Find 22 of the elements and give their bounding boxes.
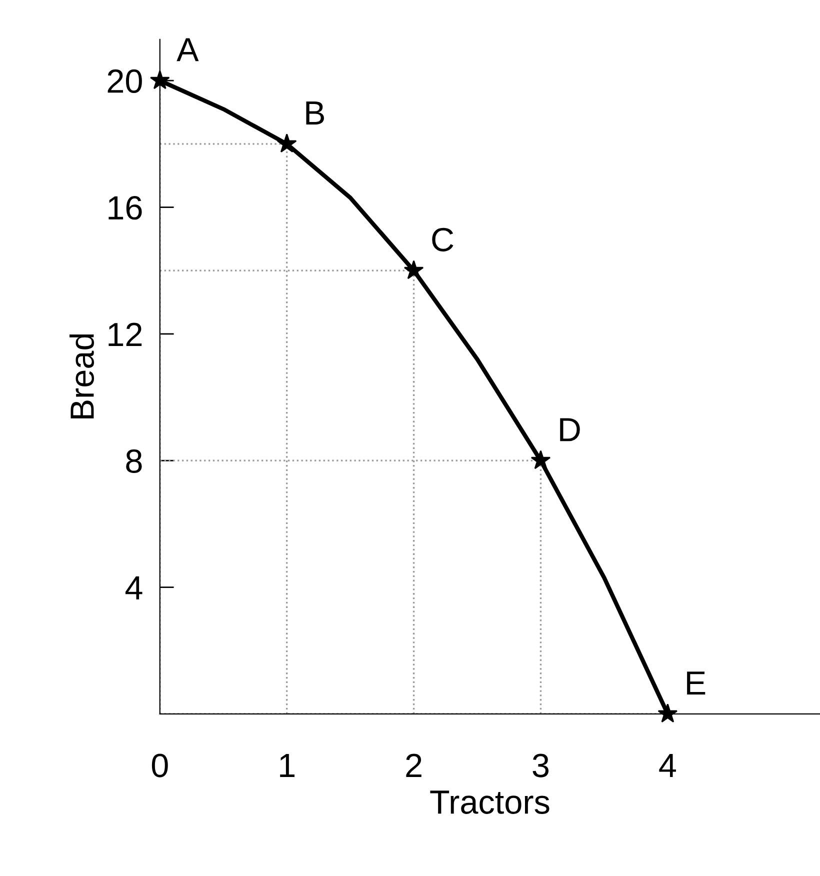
y-tick-label: 20 <box>108 69 142 93</box>
y-tick-label: 16 <box>108 196 142 220</box>
point <box>658 704 678 722</box>
point <box>150 70 170 90</box>
x-tick-label: 1 <box>280 754 294 777</box>
point <box>530 450 551 470</box>
point <box>404 260 424 280</box>
x-tick-label: 0 <box>152 754 168 778</box>
y-axis-title: Bread <box>70 334 94 418</box>
x-tick-label: 4 <box>659 754 676 777</box>
annotation: E <box>687 672 706 694</box>
x-axis-title: Tractors <box>430 790 550 814</box>
y-tick-label: 4 <box>125 576 142 600</box>
annotation: D <box>560 418 580 442</box>
x-tick-label: 2 <box>406 754 422 777</box>
y-tick-label: 12 <box>108 322 142 346</box>
point <box>276 134 297 152</box>
annotation: B <box>306 102 324 124</box>
y-tick-label: 8 <box>126 449 142 474</box>
annotation: C <box>432 228 454 252</box>
annotation: A <box>176 38 199 62</box>
x-tick-label: 3 <box>532 754 549 778</box>
